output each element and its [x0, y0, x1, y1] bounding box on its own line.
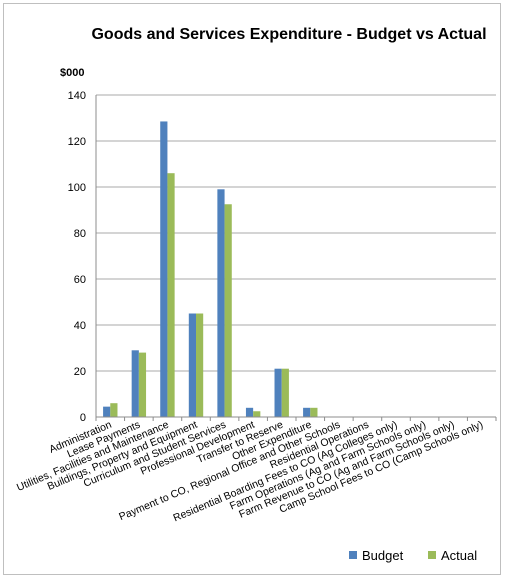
- bars: [103, 121, 318, 417]
- legend-swatch-budget: [349, 551, 357, 559]
- chart-title: Goods and Services Expenditure - Budget …: [91, 26, 486, 43]
- y-unit-label: $000: [60, 67, 84, 79]
- y-tick-label: 80: [74, 228, 86, 240]
- bar-budget: [217, 189, 225, 417]
- y-tick-label: 40: [74, 320, 86, 332]
- bar-actual: [253, 411, 261, 417]
- y-tick-label: 140: [68, 90, 86, 102]
- bar-budget: [188, 313, 196, 417]
- legend: Budget Actual: [349, 548, 477, 563]
- bar-budget: [160, 121, 168, 417]
- chart-area: Goods and Services Expenditure - Budget …: [3, 3, 501, 575]
- y-tick-label: 0: [80, 412, 86, 424]
- bar-chart: Goods and Services Expenditure - Budget …: [15, 26, 497, 563]
- legend-swatch-actual: [428, 551, 436, 559]
- y-tick-label: 20: [74, 366, 86, 378]
- legend-label-actual: Actual: [441, 548, 477, 563]
- y-tick-label: 60: [74, 274, 86, 286]
- bar-budget: [131, 350, 139, 417]
- bar-actual: [281, 368, 289, 417]
- bar-actual: [310, 407, 318, 417]
- bar-actual: [224, 204, 232, 417]
- bar-budget: [245, 407, 254, 417]
- legend-label-budget: Budget: [362, 548, 404, 563]
- y-tick-label: 120: [68, 136, 86, 148]
- bar-actual: [138, 352, 147, 417]
- y-tick-labels: 0 20 40 60 80 100 120 140: [68, 90, 86, 424]
- gridlines: [96, 94, 496, 372]
- bar-budget: [103, 406, 111, 417]
- bar-actual: [196, 313, 204, 417]
- bar-actual: [167, 173, 175, 417]
- y-tick-label: 100: [68, 182, 86, 194]
- bar-actual: [110, 403, 118, 417]
- bar-budget: [274, 368, 282, 417]
- axes: [95, 95, 497, 421]
- bar-budget: [303, 407, 311, 417]
